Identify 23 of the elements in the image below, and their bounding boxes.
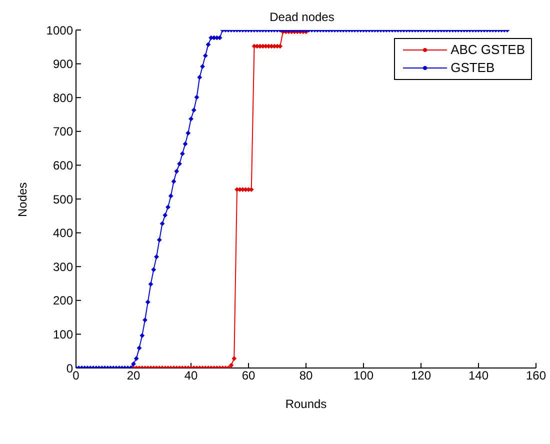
chart-title: Dead nodes [268, 10, 336, 24]
y-tick-label: 700 [52, 124, 74, 139]
y-tick-label: 900 [52, 57, 74, 72]
y-tick-label: 1000 [46, 23, 74, 38]
x-tick-label: 100 [353, 368, 374, 383]
y-axis-title: Nodes [15, 182, 30, 217]
x-tick-label: 160 [526, 368, 546, 383]
y-tick-label: 600 [52, 158, 74, 172]
x-tick-label: 20 [126, 368, 140, 383]
y-tick-label: 300 [52, 260, 74, 274]
y-tick-label: 200 [52, 294, 74, 308]
x-tick-label: 140 [468, 368, 489, 383]
y-tick-label: 800 [52, 90, 74, 105]
x-tick-label: 60 [242, 368, 256, 383]
x-tick-label: 40 [184, 368, 198, 383]
x-tick-label: 80 [299, 368, 313, 383]
x-tick-label: 120 [410, 368, 432, 383]
legend-label: GSTEB [450, 59, 495, 77]
y-tick-label: 400 [52, 226, 74, 240]
legend-label: ABC GSTEB [450, 41, 525, 59]
x-axis-title: Rounds [285, 397, 327, 411]
y-tick-label: 100 [52, 327, 74, 342]
y-tick-label: 500 [52, 192, 74, 206]
